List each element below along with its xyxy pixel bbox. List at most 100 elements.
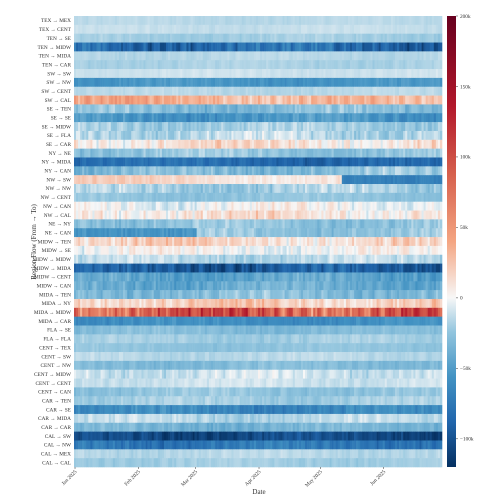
heatmap-cell	[409, 104, 412, 114]
heatmap-cell	[382, 77, 386, 88]
heatmap-cell	[90, 51, 93, 61]
heatmap-cell	[215, 192, 218, 202]
heatmap-cell	[127, 219, 130, 229]
heatmap-cell	[233, 16, 236, 26]
heatmap-cell	[190, 228, 193, 238]
heatmap-cell	[288, 184, 292, 194]
heatmap-cell	[88, 16, 91, 26]
heatmap-cell	[425, 210, 428, 220]
heatmap-cell	[394, 113, 398, 123]
heatmap-cell	[100, 175, 103, 185]
heatmap-cell	[225, 104, 228, 114]
heatmap-cell	[90, 139, 93, 149]
heatmap-cell	[110, 184, 114, 194]
heatmap-cell	[253, 157, 257, 167]
heatmap-cell	[264, 113, 267, 123]
heatmap-cell	[108, 219, 112, 229]
heatmap-cell	[370, 122, 373, 132]
heatmap-cell	[364, 192, 367, 202]
heatmap-cell	[409, 51, 412, 61]
heatmap-cell	[300, 33, 304, 43]
heatmap-cell	[278, 95, 281, 105]
heatmap-cell	[405, 201, 408, 211]
heatmap-cell	[286, 157, 289, 167]
heatmap-cell	[366, 86, 369, 96]
heatmap-cell	[131, 254, 134, 264]
heatmap-cell	[268, 210, 271, 220]
heatmap-cell	[102, 16, 105, 26]
heatmap-cell	[309, 210, 312, 220]
heatmap-cell	[298, 16, 302, 26]
heatmap-cell	[170, 51, 173, 61]
heatmap-cell	[129, 69, 132, 79]
heatmap-cell	[153, 166, 157, 176]
heatmap-cell	[225, 86, 228, 96]
heatmap-cell	[118, 175, 122, 185]
heatmap-cell	[282, 175, 285, 185]
heatmap-cell	[390, 192, 394, 202]
heatmap-cell	[309, 228, 312, 238]
heatmap-cell	[174, 86, 177, 96]
heatmap-cell	[157, 166, 161, 176]
heatmap-cell	[157, 139, 161, 149]
heatmap-cell	[184, 113, 187, 123]
heatmap-cell	[384, 104, 388, 114]
heatmap-cell	[333, 192, 336, 202]
heatmap-cell	[431, 166, 435, 176]
heatmap-cell	[305, 69, 308, 79]
heatmap-cell	[217, 139, 220, 149]
heatmap-cell	[358, 237, 361, 247]
heatmap-cell	[149, 157, 152, 167]
heatmap-cell	[347, 95, 351, 105]
heatmap-cell	[139, 24, 142, 34]
heatmap-cell	[268, 122, 271, 132]
heatmap-cell	[202, 33, 206, 43]
heatmap-cell	[110, 228, 114, 238]
heatmap-cell	[425, 113, 428, 123]
heatmap-cell	[339, 166, 343, 176]
heatmap-cell	[90, 166, 93, 176]
heatmap-cell	[129, 148, 132, 158]
heatmap-cell	[347, 42, 351, 52]
heatmap-cell	[139, 51, 142, 61]
heatmap-cell	[188, 139, 191, 149]
heatmap-cell	[86, 104, 89, 114]
heatmap-cell	[186, 33, 189, 43]
heatmap-cell	[233, 24, 236, 34]
heatmap-cell	[294, 184, 298, 194]
heatmap-cell	[172, 130, 175, 141]
heatmap-cell	[315, 157, 318, 167]
heatmap-cell	[411, 219, 414, 229]
heatmap-cell	[305, 175, 308, 185]
heatmap-cell	[137, 148, 140, 158]
heatmap-cell	[76, 113, 79, 123]
heatmap-cell	[213, 192, 216, 202]
heatmap-cell	[129, 113, 132, 123]
heatmap-cell	[141, 228, 144, 238]
heatmap-cell	[352, 210, 355, 220]
heatmap-cell	[425, 139, 428, 149]
heatmap-cell	[358, 104, 361, 114]
heatmap-cell	[307, 33, 310, 43]
heatmap-cell	[425, 33, 428, 43]
heatmap-cell	[390, 166, 394, 176]
heatmap-cell	[208, 157, 212, 167]
heatmap-cell	[206, 148, 210, 158]
heatmap-cell	[86, 122, 89, 132]
heatmap-cell	[354, 33, 357, 43]
heatmap-cell	[270, 51, 273, 61]
heatmap-cell	[439, 77, 443, 88]
heatmap-cell	[139, 95, 142, 105]
heatmap-cell	[313, 201, 316, 211]
heatmap-cell	[145, 51, 148, 61]
heatmap-cell	[333, 113, 336, 123]
heatmap-cell	[427, 16, 431, 26]
heatmap-cell	[307, 122, 310, 132]
heatmap-cell	[386, 77, 390, 88]
heatmap-cell	[241, 42, 244, 52]
heatmap-cell	[78, 192, 81, 202]
heatmap-cell	[354, 24, 357, 34]
heatmap-cell	[198, 24, 202, 34]
heatmap-cell	[305, 139, 308, 149]
heatmap-cell	[253, 16, 257, 26]
